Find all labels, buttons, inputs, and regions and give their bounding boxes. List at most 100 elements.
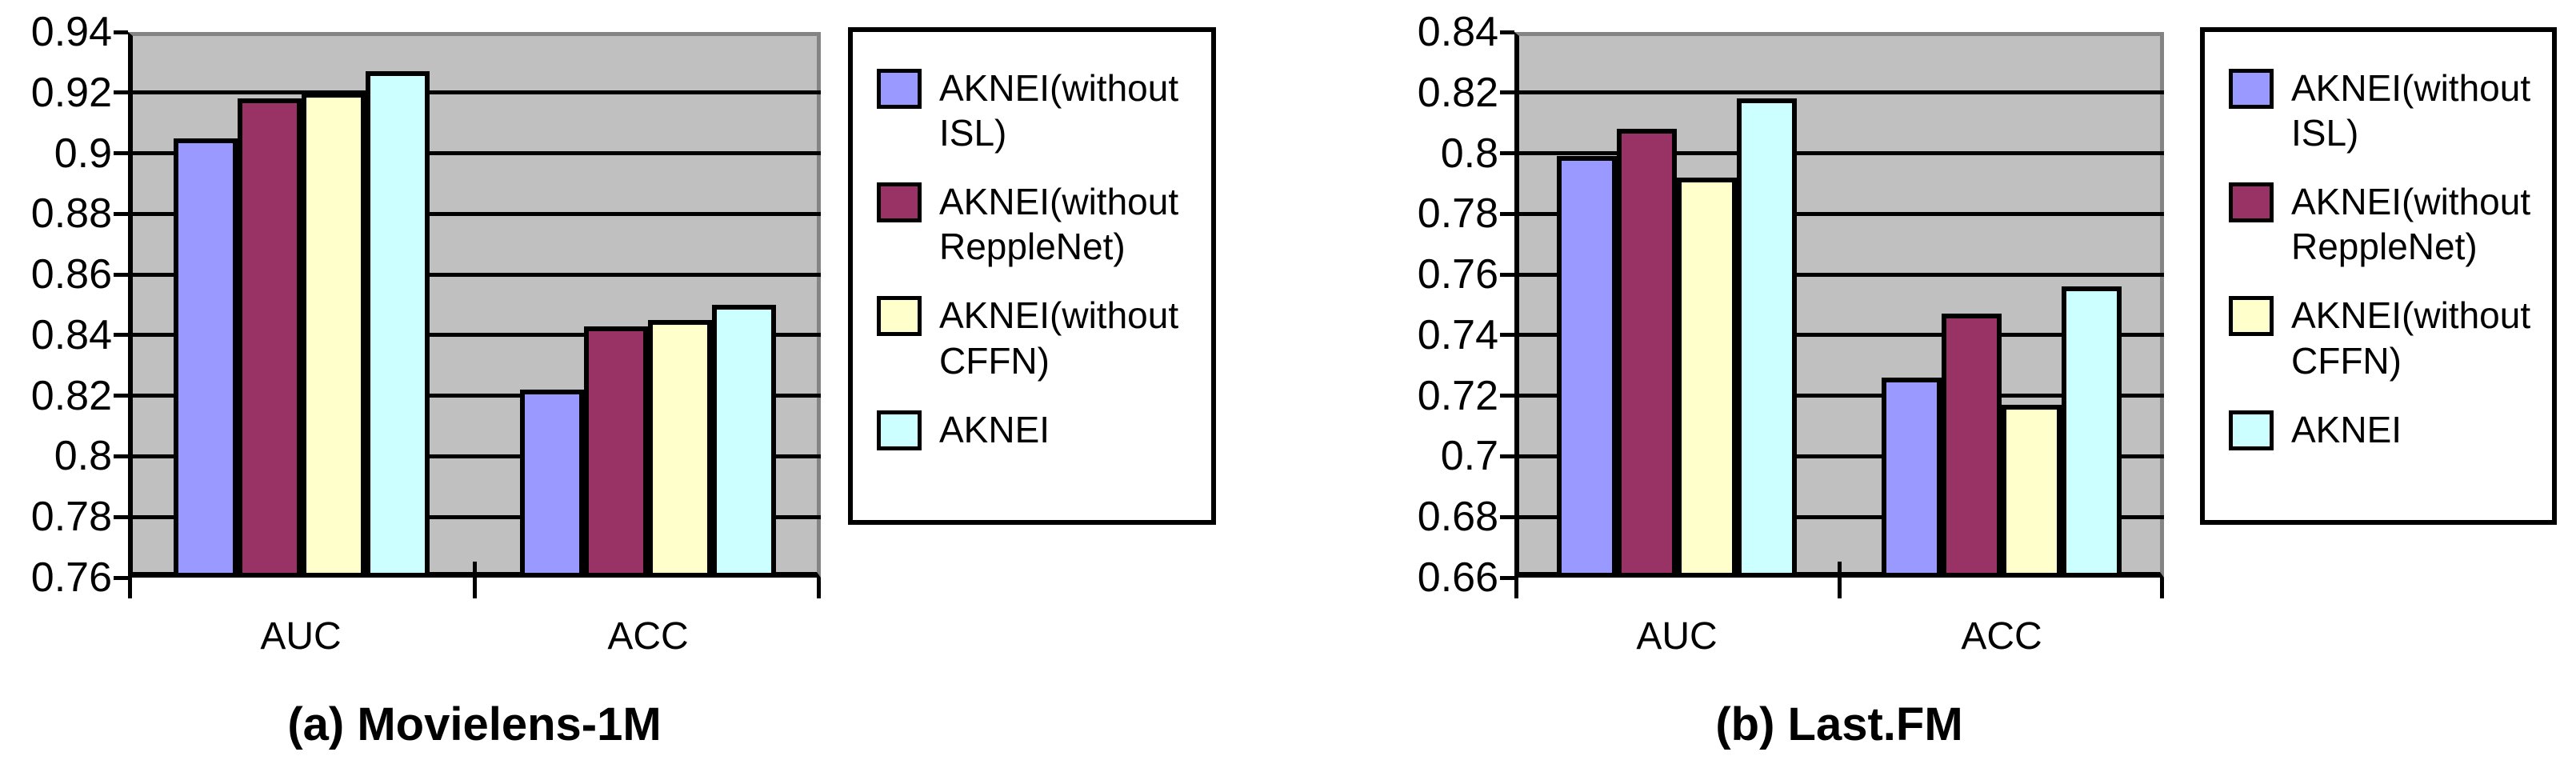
bar [174,138,238,578]
category-tick [1837,562,1842,598]
y-axis-tick [1500,575,1514,580]
category-label: ACC [607,615,689,658]
bar [1882,377,1942,578]
category-tick [1514,578,1518,598]
bar [584,326,648,578]
gridline [128,333,821,338]
y-axis-tick [114,514,128,519]
legend-item: AKNEI(without CFFN) [877,293,1203,382]
gridline [1514,272,2164,277]
bar [520,390,584,578]
y-tick-label: 0.8 [54,433,112,480]
y-tick-label: 0.84 [30,311,112,358]
legend-label: AKNEI(without ReppleNet) [939,181,1179,268]
legend-label: AKNEI(without CFFN) [939,294,1179,382]
y-axis-tick [1500,514,1514,519]
gridline [128,151,821,156]
legend-swatch [877,69,922,109]
gridline [128,454,821,458]
bar [2062,286,2122,578]
bar [1557,156,1617,578]
y-axis-tick [114,272,128,277]
y-tick-label: 0.78 [30,494,112,541]
gridline [128,394,821,398]
gridline [128,211,821,216]
category-tick [472,562,477,598]
bar [366,71,430,578]
gridline [1514,454,2164,458]
bar [2002,405,2062,578]
category-tick [128,578,132,598]
y-tick-label: 0.88 [30,190,112,238]
y-axis-tick [1500,454,1514,458]
y-tick-label: 0.82 [30,372,112,419]
y-axis-tick [1500,151,1514,156]
gridline [1514,90,2164,95]
gridline [1514,151,2164,156]
bar [1942,314,2002,578]
legend-swatch [2229,296,2274,337]
y-axis-tick [114,575,128,580]
legend-item: AKNEI(without CFFN) [2229,293,2544,382]
gridline [1514,333,2164,338]
bar [1677,177,1737,578]
y-tick-label: 0.94 [30,9,112,55]
category-label: AUC [260,615,342,658]
bar [238,98,302,578]
legend-swatch [2229,182,2274,223]
category-label: ACC [1961,615,2042,658]
legend-swatch [2229,410,2274,450]
y-axis-tick [1500,30,1514,34]
gridline [128,514,821,519]
legend-label: AKNEI [939,408,1050,450]
gridline [1514,211,2164,216]
y-axis-tick [1500,211,1514,216]
y-tick-label: 0.78 [1417,190,1498,238]
bar [648,319,712,578]
legend-label: AKNEI(without CFFN) [2291,294,2531,382]
y-axis-tick [1500,333,1514,338]
bar [302,92,366,578]
gridline [128,90,821,95]
bar [1737,98,1797,578]
y-axis-tick [114,30,128,34]
legend-label: AKNEI(without ISL) [939,67,1179,154]
y-tick-label: 0.66 [1417,554,1498,601]
y-axis-tick [114,211,128,216]
chart-caption: (b) Last.FM [1715,698,1963,750]
y-axis-tick [1500,272,1514,277]
y-axis-tick [1500,90,1514,95]
y-tick-label: 0.86 [30,251,112,298]
y-axis-tick [114,333,128,338]
legend-item: AKNEI(without ISL) [877,66,1203,155]
legend-swatch [877,410,922,450]
y-tick-label: 0.68 [1417,494,1498,541]
y-tick-label: 0.82 [1417,69,1498,116]
category-label: AUC [1636,615,1718,658]
legend-swatch [877,182,922,223]
y-tick-label: 0.8 [1440,130,1498,177]
y-axis-tick [1500,394,1514,398]
legend-label: AKNEI(without ReppleNet) [2291,181,2531,268]
gridline [128,272,821,277]
y-axis-tick [114,454,128,458]
legend-swatch [877,296,922,337]
legend-item: AKNEI [2229,407,2544,452]
y-tick-label: 0.92 [30,69,112,116]
gridline [1514,514,2164,519]
y-axis-tick [114,151,128,156]
legend-box: AKNEI(without ISL) AKNEI(without ReppleNe… [2200,27,2557,525]
y-tick-label: 0.76 [1417,251,1498,298]
bar [712,305,776,578]
y-tick-label: 0.72 [1417,372,1498,419]
y-axis-tick [114,90,128,95]
legend-item: AKNEI(without ReppleNet) [2229,179,2544,269]
legend-item: AKNEI(without ISL) [2229,66,2544,155]
category-tick [2160,578,2164,598]
y-tick-label: 0.76 [30,554,112,601]
y-tick-label: 0.84 [1417,9,1498,55]
legend-item: AKNEI [877,407,1203,452]
chart-caption: (a) Movielens-1M [287,698,662,750]
y-tick-label: 0.9 [54,130,112,177]
